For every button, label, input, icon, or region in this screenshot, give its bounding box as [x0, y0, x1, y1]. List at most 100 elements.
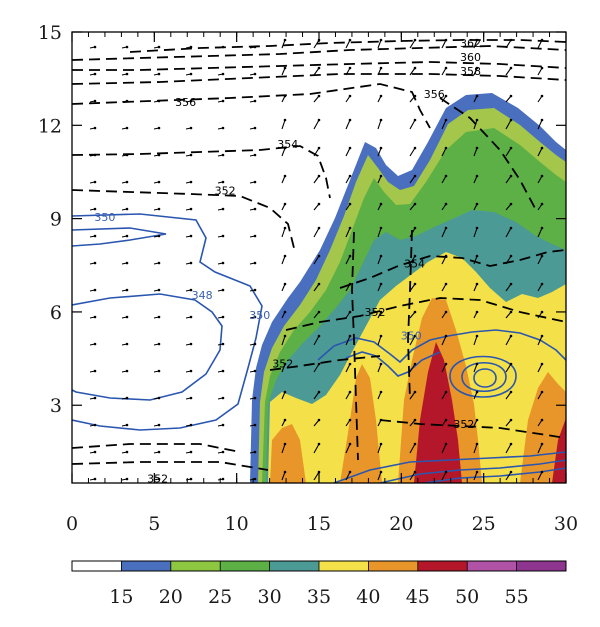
wind-arrow-168: [377, 443, 382, 454]
wind-arrow-head: [379, 282, 383, 286]
wind-arrow-head: [253, 369, 257, 373]
wind-arrow-head: [540, 66, 544, 70]
colorbar-segment-9: [516, 561, 567, 571]
wind-arrow-head: [221, 234, 225, 238]
wind-arrow-204: [473, 39, 478, 49]
wind-arrow-head: [475, 470, 479, 474]
wind-arrow-128: [313, 283, 320, 292]
wind-arrow-241: [537, 119, 543, 130]
wind-vectors: [89, 38, 544, 481]
wind-arrow-head: [317, 390, 321, 394]
wind-arrow-head: [189, 261, 193, 265]
wind-arrow-head: [475, 362, 479, 366]
colorbar-segment-8: [467, 561, 518, 571]
wind-arrow-215: [473, 335, 478, 346]
wind-arrow-157: [377, 147, 382, 157]
wind-arrow-head: [444, 390, 448, 394]
wind-arrow-151: [345, 443, 351, 454]
wind-arrow-head: [283, 362, 287, 366]
wind-arrow-head: [221, 72, 225, 76]
wind-arrow-head: [509, 226, 513, 230]
wind-arrow-head: [379, 38, 383, 42]
wind-arrow-171: [409, 67, 416, 76]
contour-label-text: 356: [175, 96, 196, 109]
contour-350-inner: [72, 227, 167, 247]
wind-arrow-head: [93, 477, 97, 481]
contour-label-text: 352: [215, 185, 236, 198]
wind-arrow-head: [221, 153, 225, 157]
wind-arrow-head: [317, 442, 321, 446]
fill-level-45-a: [270, 424, 306, 483]
contour-label: 356: [175, 96, 196, 109]
wind-arrow-105: [281, 119, 286, 130]
wind-arrow-141: [345, 175, 351, 184]
wind-arrow-head: [317, 174, 321, 178]
wind-arrow-head: [221, 315, 225, 319]
wind-arrow-148: [345, 363, 351, 373]
wind-arrow-head: [348, 470, 352, 474]
contour-label: 352: [147, 472, 168, 485]
contour-354: [72, 145, 331, 199]
wind-arrow-head: [253, 288, 257, 292]
y-tick-label: 15: [38, 22, 62, 44]
wind-arrow-131: [313, 363, 320, 373]
wind-arrow-head: [444, 254, 448, 258]
contour-label: 352: [364, 306, 385, 319]
wind-arrow-172: [409, 95, 416, 103]
wind-arrow-202: [441, 443, 447, 454]
wind-arrow-head: [413, 146, 417, 150]
wind-arrow-head: [221, 450, 225, 454]
wind-arrow-head: [125, 99, 129, 103]
wind-arrow-117: [281, 443, 286, 454]
x-tick-label: 0: [66, 513, 78, 535]
y-axis: 3 6 9 12 15: [38, 22, 566, 417]
wind-arrow-184: [409, 419, 416, 427]
wind-arrow-head: [189, 477, 193, 481]
wind-arrow-head: [475, 334, 479, 338]
wind-arrow-head: [93, 180, 97, 184]
wind-arrow-head: [253, 315, 257, 319]
wind-arrow-140: [345, 147, 351, 157]
wind-arrow-head: [253, 450, 257, 454]
wind-arrow-head: [540, 310, 544, 314]
wind-arrow-head: [317, 470, 321, 474]
fill-level-45-b: [340, 364, 382, 483]
wind-arrow-137: [345, 67, 351, 76]
wind-arrow-head: [509, 362, 513, 366]
wind-arrow-186: [409, 471, 416, 481]
contour-348: [72, 293, 223, 401]
wind-arrow-176: [409, 203, 416, 211]
wind-arrow-head: [157, 126, 161, 130]
contour-358: [72, 61, 566, 71]
wind-arrow-head: [540, 94, 544, 98]
wind-arrow-head: [157, 45, 161, 49]
wind-arrow-head: [444, 310, 448, 314]
wind-arrow-head: [379, 470, 383, 474]
wind-arrow-head: [125, 477, 129, 481]
wind-arrow-head: [189, 207, 193, 211]
contour-label: 350: [401, 329, 422, 342]
wind-arrow-head: [283, 146, 287, 150]
colorbar-label: 30: [258, 586, 282, 608]
wind-arrow-head: [93, 315, 97, 319]
wind-arrow-head: [509, 418, 513, 422]
wind-arrow-head: [413, 334, 417, 338]
wind-arrow-118: [281, 471, 286, 481]
wind-arrow-head: [413, 390, 417, 394]
wind-arrow-head: [348, 174, 352, 178]
wind-arrow-head: [317, 94, 321, 98]
wind-arrow-122: [313, 119, 320, 130]
wind-arrow-219: [473, 443, 478, 454]
wind-arrow-head: [221, 126, 225, 130]
wind-arrow-head: [189, 126, 193, 130]
wind-arrow-145: [345, 283, 351, 292]
contour-bottom-1: [333, 451, 566, 483]
wind-arrow-242: [537, 147, 543, 157]
wind-arrow-head: [283, 310, 287, 314]
wind-arrow-head: [317, 118, 321, 122]
wind-arrow-head: [540, 334, 544, 338]
wind-arrow-head: [509, 94, 513, 98]
wind-arrow-129: [313, 311, 320, 319]
wind-arrow-head: [379, 118, 383, 122]
wind-arrow-194: [441, 227, 447, 238]
